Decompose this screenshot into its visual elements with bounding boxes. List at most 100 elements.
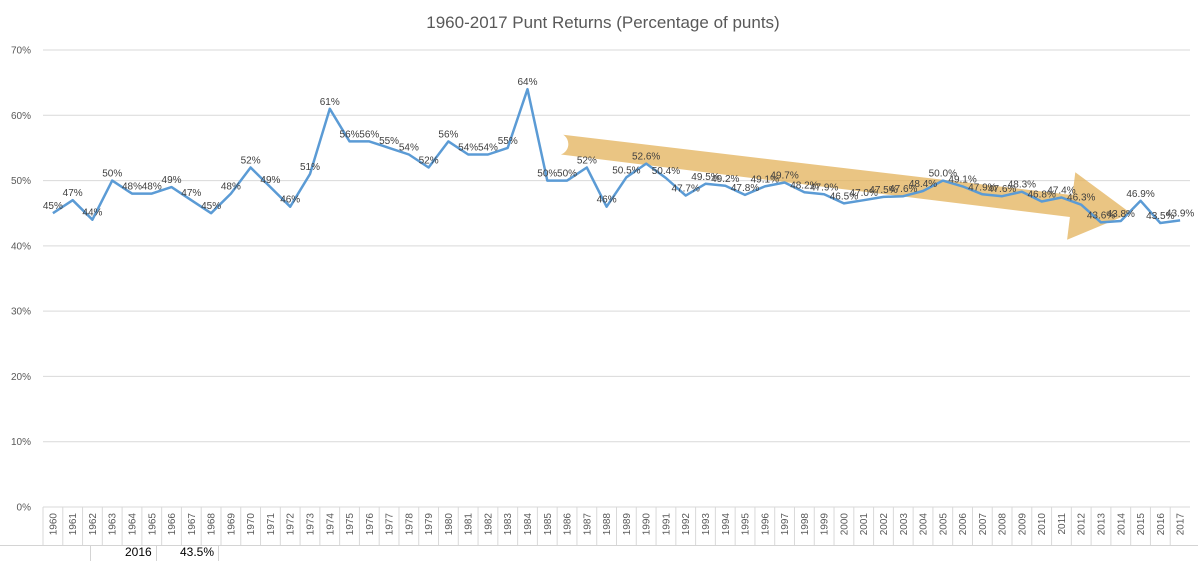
line-chart: 1960-2017 Punt Returns (Percentage of pu… — [11, 13, 1195, 545]
x-tick-label: 1977 — [385, 513, 396, 536]
x-tick-label: 1989 — [622, 513, 633, 536]
series-line-path — [52, 87, 1181, 225]
data-label: 47.0% — [850, 188, 878, 199]
data-label: 47.9% — [968, 182, 996, 193]
x-tick-label: 1978 — [404, 513, 415, 536]
data-label: 47.6% — [889, 184, 917, 195]
data-label: 47.8% — [731, 183, 759, 194]
x-tick-label: 2002 — [879, 513, 890, 536]
data-label: 50% — [557, 169, 577, 180]
data-label: 47% — [181, 188, 201, 199]
x-tick-label: 2011 — [1057, 513, 1068, 535]
data-label: 52% — [419, 156, 439, 167]
data-label: 49.5% — [691, 172, 719, 183]
y-tick-label: 20% — [11, 372, 31, 383]
data-label: 43.9% — [1166, 208, 1194, 219]
x-tick-label: 1994 — [721, 513, 732, 536]
y-tick-label: 10% — [11, 437, 31, 448]
trend-arrow — [560, 134, 1131, 240]
y-tick-label: 40% — [11, 241, 31, 252]
data-label: 45% — [43, 201, 63, 212]
x-tick-label: 1988 — [602, 513, 613, 536]
sheet-cell-year[interactable]: 2016 — [125, 545, 152, 559]
x-tick-label: 1962 — [88, 513, 99, 536]
data-label: 52% — [577, 156, 597, 167]
data-label: 47% — [63, 188, 83, 199]
data-label: 48% — [142, 182, 162, 193]
data-label: 48.3% — [1008, 180, 1036, 191]
x-tick-label: 1972 — [286, 513, 297, 536]
data-label: 43.6% — [1087, 210, 1115, 221]
x-tick-label: 1995 — [741, 513, 752, 536]
data-label: 47.5% — [869, 185, 897, 196]
x-tick-label: 2009 — [1017, 513, 1028, 536]
chart-title: 1960-2017 Punt Returns (Percentage of pu… — [426, 13, 779, 32]
data-label: 50% — [102, 169, 122, 180]
x-tick-label: 2012 — [1077, 513, 1088, 536]
data-label: 46.8% — [1028, 189, 1056, 200]
data-label: 61% — [320, 97, 340, 108]
x-tick-label: 1985 — [543, 513, 554, 536]
x-tick-label: 2007 — [978, 513, 989, 536]
x-tick-label: 1990 — [642, 513, 653, 536]
gridlines — [42, 49, 1190, 545]
data-label: 55% — [498, 136, 518, 147]
x-tick-label: 1998 — [800, 513, 811, 536]
data-label: 51% — [300, 162, 320, 173]
data-label: 49.7% — [770, 171, 798, 182]
x-tick-label: 1964 — [127, 513, 138, 536]
data-label: 50% — [537, 169, 557, 180]
data-label: 64% — [518, 77, 538, 88]
y-tick-label: 60% — [11, 111, 31, 122]
data-label: 46.3% — [1067, 193, 1095, 204]
x-tick-label: 1970 — [246, 513, 257, 536]
data-label: 49% — [162, 175, 182, 186]
spreadsheet-row: 2016 43.5% — [0, 545, 1198, 561]
x-tick-label: 2013 — [1097, 513, 1108, 536]
x-tick-label: 1971 — [266, 513, 277, 536]
x-tick-label: 1979 — [424, 513, 435, 536]
x-tick-label: 2004 — [919, 513, 930, 536]
data-label: 50.0% — [929, 169, 957, 180]
x-tick-label: 2008 — [998, 513, 1009, 536]
x-tick-label: 2001 — [859, 513, 870, 536]
data-label: 47.9% — [810, 182, 838, 193]
x-axis: 1960 1961 1962 1963 1964 1965 1966 1967 1968 1969… — [48, 513, 1186, 536]
x-tick-label: 1980 — [444, 513, 455, 536]
data-label: 54% — [399, 142, 419, 153]
x-tick-label: 1975 — [345, 513, 356, 536]
x-tick-label: 1961 — [68, 513, 79, 536]
data-label: 47.7% — [672, 184, 700, 195]
data-label: 43.8% — [1107, 209, 1135, 220]
data-labels: 45%47%44%50%48% 48%49%47%45%48%52%49%46%5… — [43, 77, 1195, 222]
y-tick-label: 50% — [11, 176, 31, 187]
y-tick-label: 0% — [17, 503, 32, 514]
data-label: 54% — [478, 142, 498, 153]
data-label: 56% — [438, 129, 458, 140]
x-tick-label: 1965 — [147, 513, 158, 536]
sheet-cell-value[interactable]: 43.5% — [180, 545, 215, 559]
data-label: 47.6% — [988, 184, 1016, 195]
data-label: 46.9% — [1126, 189, 1154, 200]
data-label: 50.5% — [612, 165, 640, 176]
x-tick-label: 2010 — [1037, 513, 1048, 536]
data-label: 52% — [241, 156, 261, 167]
x-tick-label: 1996 — [760, 513, 771, 536]
x-tick-label: 2014 — [1116, 513, 1127, 536]
x-tick-label: 2017 — [1176, 513, 1187, 536]
data-label: 50.4% — [652, 166, 680, 177]
data-label: 46% — [280, 195, 300, 206]
data-label: 46% — [597, 195, 617, 206]
trend-arrow-shape — [560, 134, 1131, 240]
data-label: 46.5% — [830, 191, 858, 202]
x-tick-label: 1982 — [483, 513, 494, 536]
data-label: 49.2% — [711, 174, 739, 185]
x-tick-label: 2000 — [839, 513, 850, 536]
x-tick-label: 1966 — [167, 513, 178, 536]
x-tick-label: 1968 — [207, 513, 218, 536]
x-tick-label: 1997 — [780, 513, 791, 536]
x-tick-label: 1986 — [563, 513, 574, 536]
data-label: 56% — [340, 129, 360, 140]
x-tick-label: 1999 — [820, 513, 831, 536]
